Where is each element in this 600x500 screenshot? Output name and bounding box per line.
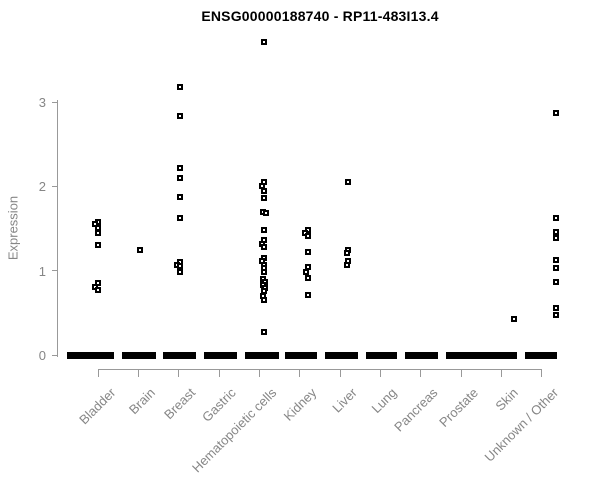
data-point (552, 265, 559, 272)
data-point (552, 304, 559, 311)
x-tick-mark (500, 369, 502, 377)
x-axis-line (98, 369, 542, 370)
data-point (552, 110, 559, 117)
data-point (260, 244, 267, 251)
data-point (176, 194, 183, 201)
x-tick-label: Unknown / Other (481, 385, 562, 465)
data-point (176, 263, 183, 270)
data-point (176, 214, 183, 221)
y-tick-label: 3 (38, 95, 46, 111)
x-tick-label: Lung (368, 385, 401, 417)
data-point (552, 256, 559, 263)
x-tick-label: Breast (161, 385, 199, 423)
y-tick-label: 0 (38, 348, 46, 363)
data-point (511, 315, 518, 322)
x-tick-mark (259, 369, 260, 377)
data-point (262, 210, 269, 217)
data-point (304, 233, 311, 240)
zero-expression-bar (284, 351, 317, 359)
x-tick-label: Prostate (435, 385, 481, 430)
y-tick-mark (52, 101, 57, 103)
zero-expression-bar (524, 351, 557, 359)
data-point (302, 269, 309, 276)
data-point (260, 187, 267, 194)
x-tick-mark (178, 369, 180, 377)
data-point (304, 292, 311, 299)
data-point (176, 174, 183, 181)
x-tick-mark (97, 369, 99, 377)
data-point (260, 287, 267, 294)
data-point (552, 228, 559, 235)
zero-expression-bar (405, 351, 439, 359)
x-tick-label: Liver (329, 385, 360, 416)
x-tick-mark (541, 369, 543, 377)
zero-expression-bar (121, 351, 156, 359)
zero-expression-bar (485, 351, 518, 359)
zero-expression-bar (244, 351, 279, 359)
data-point (344, 249, 351, 256)
data-point (260, 227, 267, 234)
x-tick-label: Kidney (280, 385, 320, 424)
data-point (552, 312, 559, 319)
data-point (95, 224, 102, 231)
x-tick-label: Brain (126, 385, 159, 418)
y-axis-label: Expression (5, 195, 21, 261)
data-point (95, 242, 102, 249)
data-point (95, 287, 102, 294)
x-tick-label: Gastric (199, 385, 239, 425)
data-point (95, 280, 102, 287)
y-tick-label: 2 (38, 179, 46, 195)
data-point (304, 249, 311, 256)
x-tick-mark (299, 369, 301, 377)
zero-expression-bar (163, 351, 197, 359)
data-point (176, 164, 183, 171)
data-point (260, 39, 267, 46)
chart-title: ENSG00000188740 - RP11-483I13.4 (201, 8, 439, 24)
x-tick-mark (138, 369, 140, 377)
x-tick-mark (218, 369, 220, 377)
y-tick-mark (52, 270, 57, 272)
data-point (136, 246, 143, 253)
data-point (260, 297, 267, 304)
data-point (176, 83, 183, 90)
x-tick-mark (379, 369, 381, 377)
data-point (260, 268, 267, 275)
data-point (552, 234, 559, 241)
x-tick-mark (420, 369, 422, 377)
x-tick-mark (460, 369, 462, 377)
data-point (260, 329, 267, 336)
data-point (304, 275, 311, 282)
y-tick-mark (52, 185, 57, 187)
data-point (176, 268, 183, 275)
x-tick-label: Pancreas (390, 385, 441, 435)
data-point (552, 278, 559, 285)
zero-expression-bar (324, 351, 358, 359)
data-point (345, 179, 352, 186)
zero-expression-bar (365, 351, 397, 359)
zero-expression-bar (445, 351, 485, 359)
data-point (260, 195, 267, 202)
y-axis-line (57, 100, 58, 357)
data-point (304, 264, 311, 271)
data-point (344, 261, 351, 268)
x-tick-label: Bladder (75, 385, 118, 428)
data-point (95, 229, 102, 236)
x-tick-mark (339, 369, 341, 377)
data-point (176, 112, 183, 119)
y-tick-label: 1 (38, 263, 46, 279)
x-tick-label: Skin (492, 385, 521, 414)
zero-expression-bar (66, 351, 114, 359)
data-point (552, 215, 559, 222)
zero-expression-bar (203, 351, 237, 359)
y-tick-mark (52, 354, 57, 356)
